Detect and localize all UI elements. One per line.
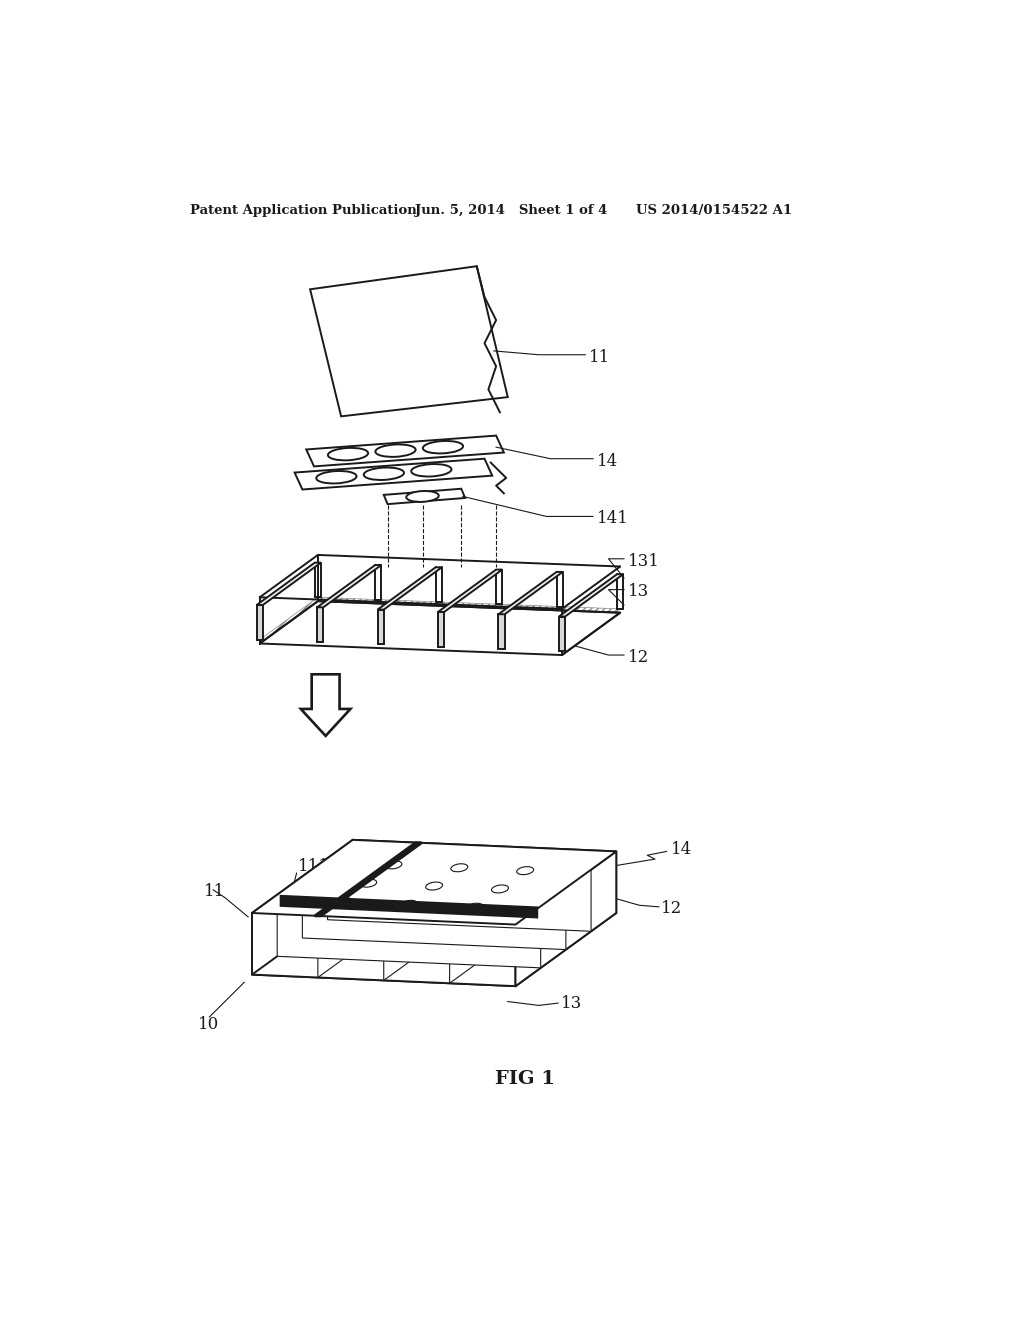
Polygon shape bbox=[559, 616, 565, 651]
Polygon shape bbox=[252, 902, 616, 986]
Polygon shape bbox=[278, 895, 541, 968]
Ellipse shape bbox=[407, 491, 438, 502]
Polygon shape bbox=[260, 597, 621, 651]
Polygon shape bbox=[378, 610, 384, 644]
Ellipse shape bbox=[328, 447, 369, 461]
Ellipse shape bbox=[517, 867, 534, 875]
Polygon shape bbox=[352, 840, 616, 913]
Polygon shape bbox=[317, 842, 419, 978]
Polygon shape bbox=[438, 570, 503, 612]
Text: 12: 12 bbox=[662, 900, 682, 917]
Polygon shape bbox=[515, 851, 616, 986]
Polygon shape bbox=[450, 849, 550, 983]
Text: 13: 13 bbox=[560, 994, 582, 1011]
Polygon shape bbox=[257, 562, 321, 605]
Ellipse shape bbox=[400, 900, 418, 908]
Polygon shape bbox=[260, 601, 621, 655]
Polygon shape bbox=[438, 612, 444, 647]
Text: 14: 14 bbox=[671, 841, 692, 858]
Polygon shape bbox=[499, 614, 505, 649]
Polygon shape bbox=[317, 607, 324, 642]
Polygon shape bbox=[252, 913, 515, 986]
Text: 11: 11 bbox=[204, 883, 225, 900]
Text: 10: 10 bbox=[198, 1016, 219, 1034]
Ellipse shape bbox=[492, 884, 509, 892]
Polygon shape bbox=[295, 459, 493, 490]
Polygon shape bbox=[384, 488, 465, 504]
Polygon shape bbox=[257, 605, 263, 640]
Polygon shape bbox=[252, 840, 616, 924]
Text: US 2014/0154522 A1: US 2014/0154522 A1 bbox=[636, 205, 792, 218]
Text: 12: 12 bbox=[628, 649, 649, 665]
Polygon shape bbox=[378, 568, 442, 610]
Text: Patent Application Publication: Patent Application Publication bbox=[190, 205, 417, 218]
Text: Jun. 5, 2014   Sheet 1 of 4: Jun. 5, 2014 Sheet 1 of 4 bbox=[415, 205, 607, 218]
Text: FIG 1: FIG 1 bbox=[495, 1069, 555, 1088]
Text: 141: 141 bbox=[597, 511, 629, 527]
Ellipse shape bbox=[335, 898, 351, 906]
Polygon shape bbox=[306, 436, 504, 466]
Polygon shape bbox=[301, 675, 350, 737]
Ellipse shape bbox=[385, 861, 401, 869]
Ellipse shape bbox=[364, 467, 404, 480]
Polygon shape bbox=[328, 858, 591, 932]
Polygon shape bbox=[499, 572, 563, 614]
Text: 111: 111 bbox=[298, 858, 330, 875]
Text: 131: 131 bbox=[628, 553, 659, 570]
Ellipse shape bbox=[466, 903, 483, 911]
Text: 13: 13 bbox=[628, 583, 649, 601]
Ellipse shape bbox=[376, 445, 416, 457]
Polygon shape bbox=[384, 846, 484, 981]
Polygon shape bbox=[281, 896, 537, 917]
Ellipse shape bbox=[423, 441, 463, 454]
Polygon shape bbox=[559, 574, 624, 616]
Ellipse shape bbox=[359, 879, 377, 887]
Polygon shape bbox=[252, 840, 352, 974]
Ellipse shape bbox=[316, 471, 356, 483]
Ellipse shape bbox=[451, 863, 468, 871]
Polygon shape bbox=[314, 842, 422, 916]
Polygon shape bbox=[310, 267, 508, 416]
Text: 11: 11 bbox=[589, 348, 610, 366]
Ellipse shape bbox=[412, 465, 452, 477]
Polygon shape bbox=[317, 565, 381, 607]
Polygon shape bbox=[302, 876, 566, 949]
Ellipse shape bbox=[426, 882, 442, 890]
Text: 14: 14 bbox=[597, 453, 618, 470]
